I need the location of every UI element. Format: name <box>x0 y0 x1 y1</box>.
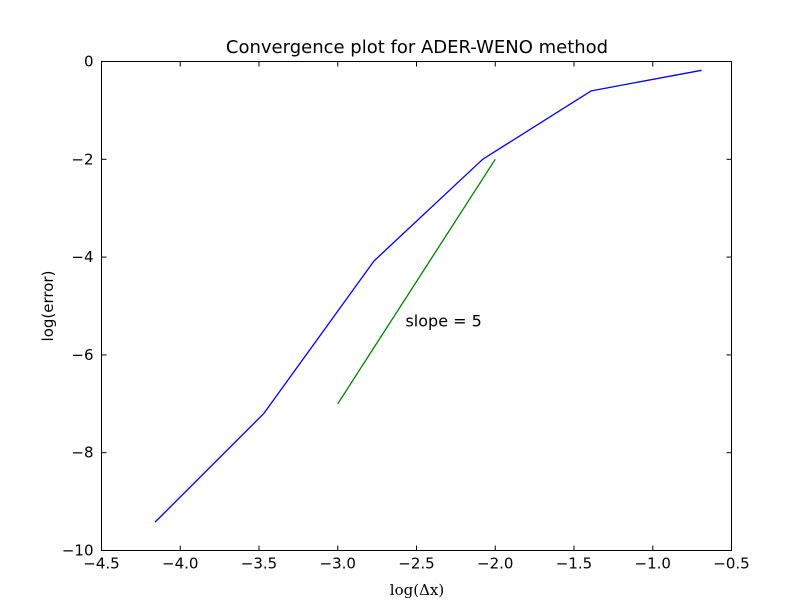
y-tick-label: 0 <box>84 53 94 71</box>
x-tick-label: −4.0 <box>162 555 198 573</box>
y-axis-label: log(error) <box>39 271 57 342</box>
annotation-0: slope = 5 <box>405 312 481 331</box>
x-tick-label: −4.5 <box>83 555 119 573</box>
chart-title: Convergence plot for ADER-WENO method <box>226 37 608 58</box>
series-line-0 <box>154 69 702 523</box>
x-tick-label: −3.0 <box>320 555 356 573</box>
x-tick-label: −0.5 <box>713 555 749 573</box>
y-tick-label: −2 <box>71 150 93 168</box>
x-tick-label: −1.0 <box>635 555 671 573</box>
x-tick-label: −2.0 <box>477 555 513 573</box>
y-tick-label: −4 <box>71 248 93 266</box>
y-tick-label: −10 <box>62 542 94 560</box>
x-axis-label: log(Δx) <box>390 581 444 599</box>
y-tick-label: −6 <box>71 346 93 364</box>
x-tick-label: −2.5 <box>398 555 434 573</box>
x-tick-label: −3.5 <box>241 555 277 573</box>
y-tick-label: −8 <box>71 444 93 462</box>
x-tick-label: −1.5 <box>556 555 592 573</box>
series-line-1 <box>337 158 496 405</box>
